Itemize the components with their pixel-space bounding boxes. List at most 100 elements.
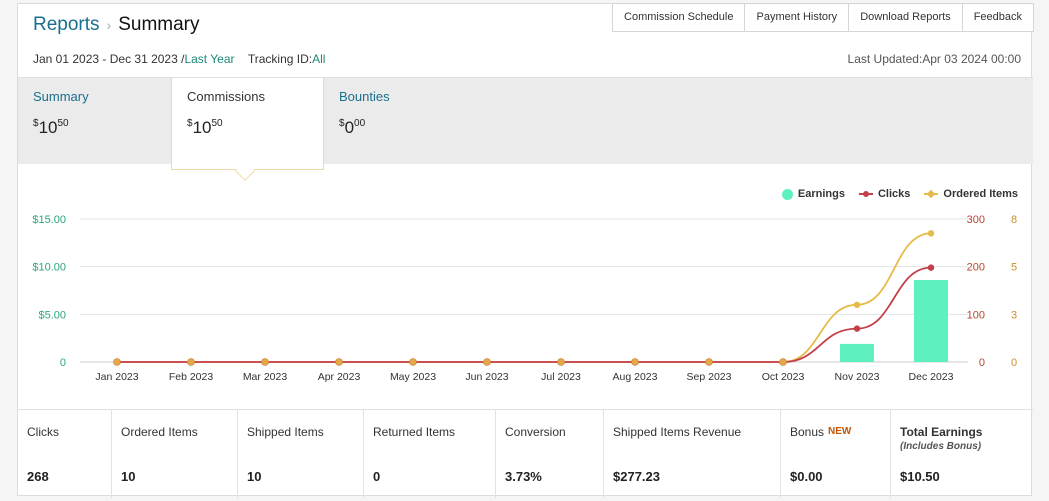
download-reports-link[interactable]: Download Reports [849, 3, 963, 32]
legend-ordered-items[interactable]: Ordered Items [924, 188, 1018, 200]
tile-amount: $1050 [33, 118, 69, 137]
tile-commissions[interactable]: Commissions $1050 [171, 78, 324, 181]
top-links: Commission Schedule Payment History Down… [612, 3, 1034, 32]
earnings-bar [840, 343, 874, 362]
x-tick-label: Mar 2023 [243, 371, 288, 383]
baseline-point [113, 358, 121, 366]
chart-plot: 0 0 0 $5.00 100 3 $10.00 200 5 $15.00 300 8 Jan 2023… [32, 214, 1017, 383]
clicks-tick-label: 100 [967, 309, 985, 321]
x-tick-label: Nov 2023 [835, 371, 880, 383]
commission-schedule-link[interactable]: Commission Schedule [612, 3, 746, 32]
metric-value: $10.50 [900, 469, 940, 484]
metric-value: 10 [247, 469, 262, 484]
metric-value: 0 [373, 469, 381, 484]
header: Reports › Summary Commission Schedule Pa… [18, 3, 1034, 44]
baseline-point [483, 358, 491, 366]
tile-summary[interactable]: Summary $1050 [18, 78, 171, 164]
metric-value: 10 [121, 469, 136, 484]
metric-value: $277.23 [613, 469, 660, 484]
legend-clicks[interactable]: Clicks [858, 188, 911, 200]
x-tick-label: Apr 2023 [318, 371, 361, 383]
x-tick-label: Oct 2023 [762, 371, 805, 383]
items-tick-label: 5 [1011, 262, 1017, 274]
ordered-swatch-icon [924, 189, 939, 199]
clicks-point [927, 264, 935, 271]
legend-label: Clicks [877, 188, 911, 200]
clicks-point [853, 325, 861, 332]
metrics-row: Clicks 268 Ordered Items 10 Shipped Item… [18, 409, 1033, 498]
y-tick-label: $15.00 [32, 214, 66, 226]
date-preset-link[interactable]: Last Year [184, 52, 235, 66]
y-tick-label: $5.00 [38, 309, 66, 321]
y-tick-label: $10.00 [32, 262, 66, 274]
legend-earnings[interactable]: Earnings [781, 188, 845, 200]
tile-amount: $1050 [187, 118, 223, 137]
ordered-items-point [927, 230, 935, 237]
x-tick-label: Jun 2023 [465, 371, 508, 383]
baseline-point [705, 358, 713, 366]
items-tick-label: 8 [1011, 214, 1017, 226]
metric-label: Shipped Items [247, 425, 324, 439]
y-tick-label: 0 [60, 357, 66, 369]
page-title: Summary [118, 14, 200, 35]
tile-label: Commissions [187, 89, 266, 104]
clicks-tick-label: 300 [967, 214, 985, 226]
clicks-swatch-icon [858, 189, 873, 199]
baseline-point [409, 358, 417, 366]
tile-bounties[interactable]: Bounties $000 [324, 78, 477, 164]
metric-total-earnings: Total Earnings (Includes Bonus) $10.50 [891, 410, 1033, 498]
clicks-tick-label: 0 [979, 357, 985, 369]
legend-label: Earnings [797, 188, 845, 200]
items-tick-label: 3 [1011, 309, 1017, 321]
filter-line: Jan 01 2023 - Dec 31 2023 /Last Year Tra… [33, 52, 325, 66]
metric-value: 3.73% [505, 469, 542, 484]
metric-label: Clicks [27, 425, 59, 439]
x-tick-label: Jul 2023 [541, 371, 581, 383]
metric-label: Returned Items [373, 425, 456, 439]
date-range: Jan 01 2023 - Dec 31 2023 / [33, 52, 185, 66]
breadcrumb: Reports › Summary [33, 14, 200, 36]
baseline-point [261, 358, 269, 366]
metric-ordered-items: Ordered Items 10 [112, 410, 238, 498]
metric-value: $0.00 [790, 469, 823, 484]
tracking-label: Tracking ID: [247, 52, 313, 66]
legend-label: Ordered Items [943, 188, 1018, 200]
last-updated: Last Updated:Apr 03 2024 00:00 [847, 52, 1021, 66]
chevron-right-icon: › [106, 17, 112, 33]
metric-label: Shipped Items Revenue [613, 425, 742, 439]
breadcrumb-reports-link[interactable]: Reports [33, 14, 100, 35]
ordered-items-point [853, 301, 861, 308]
clicks-tick-label: 200 [967, 262, 985, 274]
x-tick-label: Aug 2023 [613, 371, 658, 383]
tile-amount: $000 [339, 118, 366, 137]
metric-label: Conversion [505, 425, 566, 439]
x-tick-label: Sep 2023 [687, 371, 732, 383]
metric-shipped-revenue: Shipped Items Revenue $277.23 [604, 410, 781, 498]
metric-sublabel: (Includes Bonus) [900, 441, 982, 452]
metric-returned-items: Returned Items 0 [364, 410, 496, 498]
tracking-id-link[interactable]: All [312, 52, 326, 66]
items-tick-label: 0 [1011, 357, 1017, 369]
earnings-bar [914, 280, 948, 362]
baseline-point [779, 358, 787, 366]
feedback-link[interactable]: Feedback [962, 3, 1034, 32]
x-tick-label: Feb 2023 [169, 371, 214, 383]
metric-conversion: Conversion 3.73% [496, 410, 604, 498]
baseline-point [335, 358, 343, 366]
metric-shipped-items: Shipped Items 10 [238, 410, 364, 498]
metric-clicks: Clicks 268 [18, 410, 112, 498]
divider [18, 77, 1033, 78]
metric-bonus: Bonus NEW $0.00 [781, 410, 891, 498]
payment-history-link[interactable]: Payment History [745, 3, 850, 32]
x-tick-label: Jan 2023 [95, 371, 138, 383]
baseline-point [187, 358, 195, 366]
reports-panel: Reports › Summary Commission Schedule Pa… [17, 3, 1034, 498]
new-badge: NEW [828, 426, 852, 437]
tile-label: Bounties [339, 89, 390, 104]
earnings-swatch-icon [781, 188, 793, 200]
metric-label: Total Earnings [900, 425, 983, 439]
earnings-chart: Earnings Clicks Ordered Items 0 0 0 $5.00 10… [18, 164, 1033, 409]
metric-label: Ordered Items [121, 425, 198, 439]
chart-legend: Earnings Clicks Ordered Items [781, 188, 1018, 200]
baseline-point [557, 358, 565, 366]
